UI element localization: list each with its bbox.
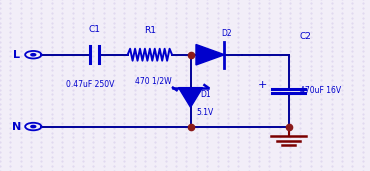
- Text: C1: C1: [88, 25, 100, 34]
- Text: 0.47uF 250V: 0.47uF 250V: [67, 80, 115, 89]
- Circle shape: [31, 54, 36, 56]
- Text: 5.1V: 5.1V: [196, 108, 213, 117]
- Text: +: +: [258, 80, 268, 90]
- Text: L: L: [13, 50, 20, 60]
- Text: N: N: [12, 122, 21, 131]
- Polygon shape: [196, 44, 225, 65]
- Text: C2: C2: [300, 32, 312, 41]
- Text: D1: D1: [200, 90, 211, 98]
- Text: R1: R1: [144, 26, 156, 35]
- Text: D2: D2: [221, 29, 231, 38]
- Text: 470 1/2W: 470 1/2W: [135, 76, 172, 85]
- Text: 470uF 16V: 470uF 16V: [300, 86, 341, 95]
- Polygon shape: [179, 88, 203, 107]
- Circle shape: [31, 125, 36, 128]
